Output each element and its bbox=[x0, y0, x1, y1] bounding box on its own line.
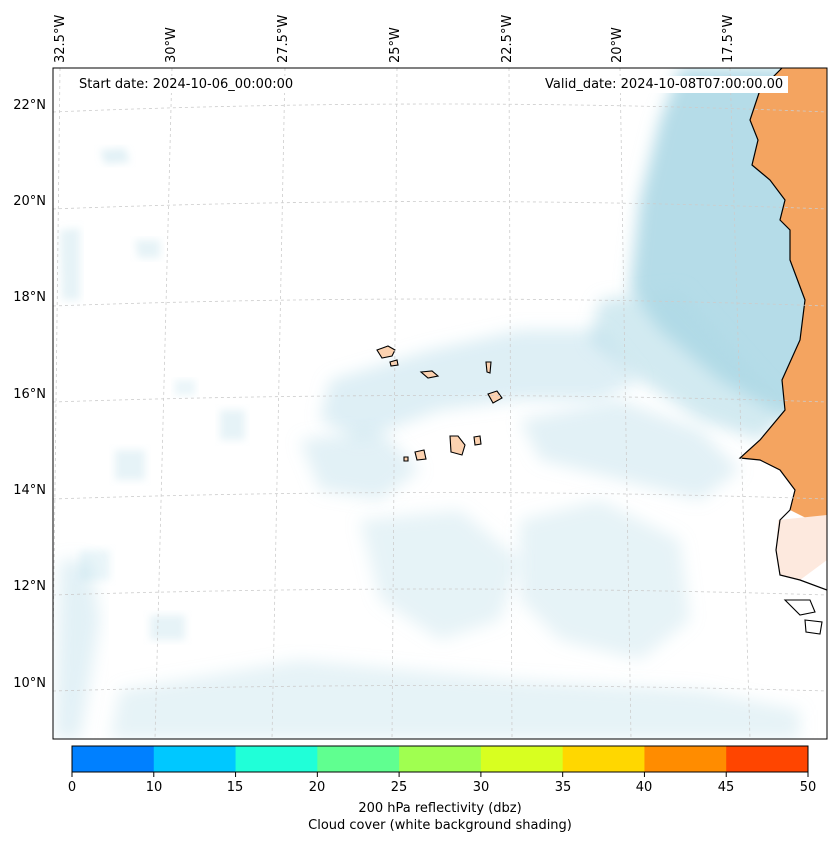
map-frame bbox=[52, 67, 828, 740]
valid-date-label: Valid_date: 2024-10-08T07:00:00.00 bbox=[540, 76, 789, 93]
colorbar-tick-label: 40 bbox=[635, 780, 653, 795]
lon-label: 32.5°W bbox=[53, 14, 68, 63]
lat-label: 12°N bbox=[13, 579, 46, 594]
colorbar-tick-label: 35 bbox=[554, 780, 572, 795]
colorbar-segment bbox=[480, 746, 564, 772]
colorbar-tick-label: 25 bbox=[390, 780, 408, 795]
colorbar-segment bbox=[235, 746, 318, 772]
colorbar-segment bbox=[644, 746, 727, 772]
lat-label: 20°N bbox=[13, 194, 46, 209]
lon-label: 17.5°W bbox=[721, 14, 736, 63]
start-date-label: Start date: 2024-10-06_00:00:00 bbox=[74, 76, 299, 93]
colorbar-tick-label: 20 bbox=[308, 780, 326, 795]
lon-label: 30°W bbox=[164, 27, 179, 63]
lat-label: 14°N bbox=[13, 483, 46, 498]
colorbar-tick-label: 15 bbox=[226, 780, 244, 795]
colorbar-tick-label: 10 bbox=[145, 780, 163, 795]
colorbar-segment bbox=[726, 746, 809, 772]
lat-label: 22°N bbox=[13, 98, 46, 113]
colorbar bbox=[72, 746, 809, 772]
lat-label: 16°N bbox=[13, 387, 46, 402]
colorbar-tick-label: 50 bbox=[799, 780, 817, 795]
colorbar-tick-label: 0 bbox=[67, 780, 77, 795]
lon-label: 20°W bbox=[610, 27, 625, 63]
land-mainland-africa bbox=[740, 68, 827, 580]
colorbar-segment bbox=[153, 746, 237, 772]
lon-label: 27.5°W bbox=[276, 14, 291, 63]
colorbar-segment bbox=[317, 746, 400, 772]
cloud-cover-shading bbox=[55, 68, 827, 739]
colorbar-segment bbox=[72, 746, 155, 772]
lon-label: 25°W bbox=[388, 27, 403, 63]
colorbar-tick-label: 30 bbox=[472, 780, 490, 795]
colorbar-sublabel: Cloud cover (white background shading) bbox=[308, 818, 572, 833]
colorbar-tick-label: 45 bbox=[717, 780, 735, 795]
coastline bbox=[738, 68, 827, 591]
colorbar-segment bbox=[562, 746, 645, 772]
lat-label: 18°N bbox=[13, 290, 46, 305]
colorbar-segment bbox=[399, 746, 482, 772]
cape-verde-islands bbox=[376, 345, 503, 462]
lon-label: 22.5°W bbox=[500, 14, 515, 63]
lat-label: 10°N bbox=[13, 676, 46, 691]
colorbar-label: 200 hPa reflectivity (dbz) bbox=[358, 801, 522, 816]
